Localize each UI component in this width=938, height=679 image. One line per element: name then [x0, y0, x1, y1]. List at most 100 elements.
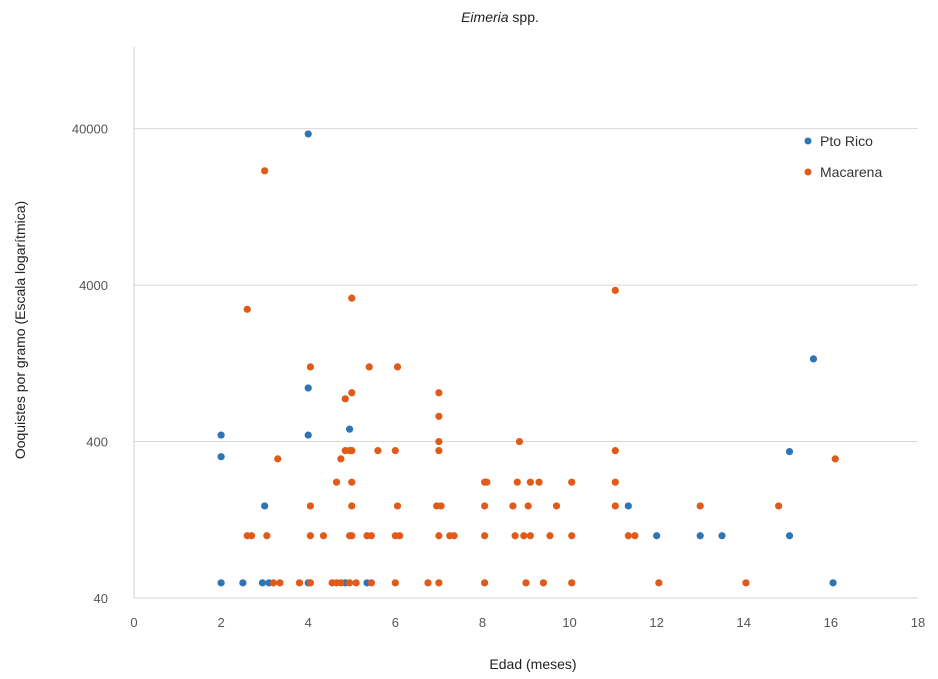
point-macarena: [481, 579, 489, 587]
point-pto-rico: [217, 453, 225, 461]
point-macarena: [332, 478, 341, 486]
point-macarena: [348, 478, 356, 486]
point-macarena: [367, 579, 375, 587]
point-macarena: [624, 532, 632, 540]
point-macarena: [526, 532, 534, 540]
point-macarena: [243, 305, 251, 313]
point-pto-rico: [696, 532, 704, 540]
point-macarena: [365, 363, 373, 371]
point-macarena: [348, 447, 356, 455]
point-macarena: [696, 502, 704, 510]
point-macarena: [539, 579, 548, 587]
point-pto-rico: [785, 532, 794, 540]
point-macarena: [435, 412, 443, 420]
point-macarena: [306, 502, 314, 510]
point-macarena: [522, 579, 530, 587]
point-macarena: [435, 389, 443, 397]
point-macarena: [435, 437, 443, 446]
point-macarena: [568, 579, 576, 587]
point-macarena: [391, 447, 399, 455]
point-macarena: [295, 579, 304, 587]
point-macarena: [393, 502, 402, 510]
point-macarena: [374, 447, 382, 455]
x-tick-label: 10: [562, 615, 576, 630]
x-tick-label: 12: [649, 615, 663, 630]
point-macarena: [391, 579, 399, 587]
point-pto-rico: [653, 532, 661, 540]
point-macarena: [775, 502, 783, 510]
point-macarena: [568, 532, 576, 540]
point-macarena: [348, 389, 356, 397]
point-pto-rico: [304, 384, 312, 392]
point-macarena: [396, 532, 404, 540]
point-pto-rico: [304, 431, 312, 439]
point-macarena: [348, 294, 356, 302]
point-pto-rico: [217, 579, 225, 587]
x-tick-label: 8: [479, 615, 486, 630]
x-tick-label: 14: [737, 615, 751, 630]
point-macarena: [631, 532, 639, 540]
point-macarena: [274, 455, 282, 463]
point-macarena: [511, 532, 519, 540]
point-macarena: [655, 579, 663, 587]
x-tick-label: 2: [217, 615, 224, 630]
point-macarena: [248, 532, 256, 540]
point-pto-rico: [258, 579, 267, 587]
legend-marker-macarena: [804, 168, 812, 176]
point-macarena: [831, 455, 839, 463]
point-macarena: [520, 532, 528, 540]
y-tick-label: 40: [94, 591, 108, 606]
y-axis-title: Ooquistes por gramo (Escala logarítmica): [12, 201, 28, 459]
point-macarena: [481, 532, 489, 540]
point-pto-rico: [217, 431, 225, 439]
chart-title-rest: spp.: [509, 9, 539, 25]
y-tick-label: 4000: [79, 278, 108, 293]
point-pto-rico: [261, 502, 269, 510]
point-macarena: [535, 478, 543, 486]
point-macarena: [319, 532, 328, 540]
point-macarena: [346, 579, 354, 587]
point-macarena: [509, 502, 517, 510]
y-tick-label: 40000: [72, 122, 108, 137]
point-macarena: [348, 532, 356, 540]
point-macarena: [261, 167, 269, 175]
point-macarena: [611, 286, 619, 294]
point-pto-rico: [346, 425, 354, 433]
point-macarena: [263, 532, 271, 540]
point-macarena: [337, 579, 345, 587]
point-macarena: [450, 532, 458, 540]
point-macarena: [513, 478, 521, 486]
point-macarena: [435, 532, 443, 540]
x-tick-label: 16: [824, 615, 838, 630]
point-macarena: [306, 532, 314, 540]
point-macarena: [552, 502, 561, 510]
point-macarena: [611, 447, 619, 455]
y-axis-ticks: 40 400 4000 40000: [72, 122, 108, 606]
point-macarena: [483, 478, 491, 486]
point-macarena: [546, 532, 554, 540]
x-tick-label: 4: [305, 615, 312, 630]
chart-legend: Pto Rico Macarena: [804, 133, 882, 180]
chart-title-italic: Eimeria: [461, 9, 509, 25]
point-macarena: [524, 502, 532, 510]
x-tick-label: 6: [392, 615, 399, 630]
legend-label-macarena: Macarena: [820, 164, 882, 180]
point-macarena: [568, 478, 576, 486]
data-points: [217, 130, 839, 587]
point-macarena: [306, 579, 314, 587]
point-macarena: [337, 455, 345, 463]
gridlines: [134, 128, 918, 443]
x-axis-ticks: 0 2 4 6 8 10 12 14 16 18: [130, 615, 925, 630]
x-tick-label: 18: [911, 615, 925, 630]
point-pto-rico: [304, 130, 312, 138]
point-macarena: [306, 363, 314, 371]
legend-label-pto-rico: Pto Rico: [820, 133, 873, 149]
point-pto-rico: [718, 532, 726, 540]
point-macarena: [435, 579, 443, 587]
point-pto-rico: [624, 502, 632, 510]
point-macarena: [341, 395, 349, 403]
y-tick-label: 400: [86, 435, 108, 450]
point-macarena: [515, 437, 524, 446]
legend-marker-pto-rico: [804, 137, 812, 145]
